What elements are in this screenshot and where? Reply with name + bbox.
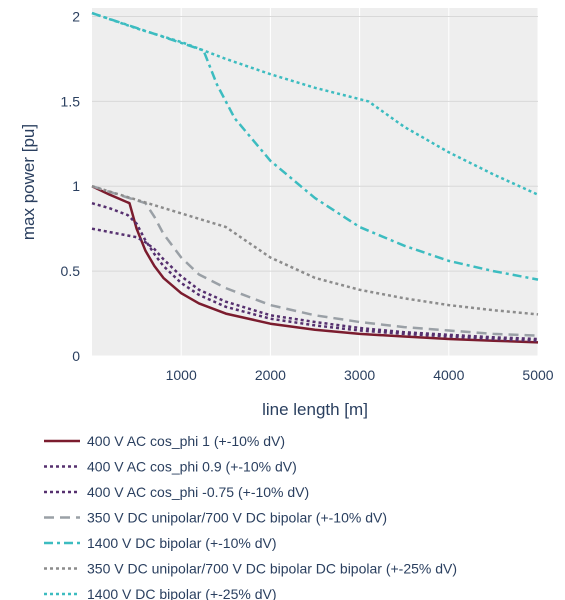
y-tick-label: 1.5: [61, 93, 81, 109]
series-lines: [91, 11, 539, 344]
x-tick-label: 1000: [166, 367, 197, 383]
series-line: [91, 185, 539, 316]
legend-label: 1400 V DC bipolar (+-10% dV): [87, 535, 277, 551]
series-line: [91, 185, 539, 344]
series-line: [91, 11, 539, 281]
legend-label: 350 V DC unipolar/700 V DC bipolar (+-10…: [87, 510, 387, 526]
series-line: [91, 185, 539, 337]
y-tick-label: 2: [72, 8, 80, 24]
legend-label: 400 V AC cos_phi -0.75 (+-10% dV): [87, 484, 309, 500]
x-tick-label: 4000: [433, 367, 464, 383]
legend: 400 V AC cos_phi 1 (+-10% dV) 400 V AC co…: [44, 433, 457, 600]
y-tick-label: 0: [72, 348, 80, 364]
legend-label: 400 V AC cos_phi 1 (+-10% dV): [87, 433, 285, 449]
series-line: [91, 227, 539, 341]
series-line: [91, 11, 539, 196]
legend-label: 350 V DC unipolar/700 V DC bipolar DC bi…: [87, 561, 457, 577]
series-line: [91, 201, 539, 342]
x-tick-label: 2000: [255, 367, 286, 383]
y-tick-labels: 0 0.5 1 1.5 2: [61, 8, 81, 364]
x-tick-labels: 1000 2000 3000 4000 5000: [166, 367, 554, 383]
y-tick-label: 1: [72, 178, 80, 194]
x-axis-title: line length [m]: [262, 400, 368, 419]
x-tick-label: 3000: [344, 367, 375, 383]
legend-label: 1400 V DC bipolar (+-25% dV): [87, 586, 277, 600]
legend-label: 400 V AC cos_phi 0.9 (+-10% dV): [87, 459, 297, 475]
grid: [92, 8, 539, 357]
y-axis-title: max power [pu]: [19, 124, 38, 240]
plot-background: [92, 8, 538, 356]
x-tick-label: 5000: [522, 367, 553, 383]
y-tick-label: 0.5: [61, 263, 81, 279]
